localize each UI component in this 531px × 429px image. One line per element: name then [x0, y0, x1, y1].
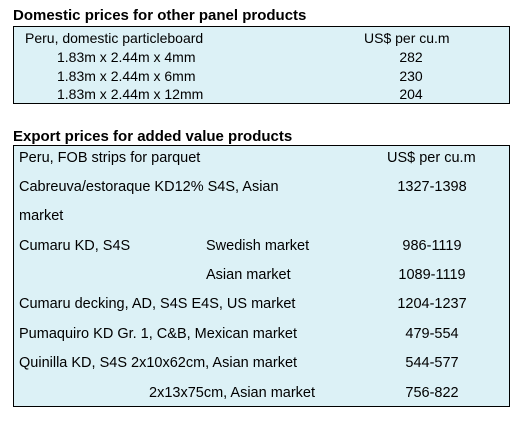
domestic-row-price: 230 [399, 68, 423, 84]
domestic-heading: Domestic prices for other panel products [13, 7, 307, 24]
export-row-market: 2x13x75cm, Asian market [149, 385, 316, 401]
domestic-row-product: 1.83m x 2.44m x 12mm [57, 86, 204, 102]
export-row-price: 1204-1237 [397, 296, 467, 312]
export-row-market: Swedish market [206, 238, 310, 254]
domestic-row-price: 282 [399, 49, 423, 65]
domestic-row-product: 1.83m x 2.44m x 4mm [57, 49, 196, 65]
export-price-table: Peru, FOB strips for parquet US$ per cu.… [13, 145, 510, 407]
domestic-header-product: Peru, domestic particleboard [25, 30, 204, 46]
export-row-product: Pumaquiro KD Gr. 1, C&B, Mexican market [19, 326, 298, 342]
export-heading: Export prices for added value products [13, 128, 293, 145]
export-row-price: 1327-1398 [397, 179, 467, 195]
domestic-price-table: Peru, domestic particleboard US$ per cu.… [13, 26, 510, 104]
domestic-row-price: 204 [399, 86, 423, 102]
export-header-unit: US$ per cu.m [387, 150, 476, 166]
export-row-price: 479-554 [405, 326, 459, 342]
export-row-price: 756-822 [405, 385, 459, 401]
export-row-product: market [19, 208, 64, 224]
export-row-price: 1089-1119 [398, 267, 466, 283]
export-header-product: Peru, FOB strips for parquet [19, 150, 201, 166]
domestic-row-product: 1.83m x 2.44m x 6mm [57, 68, 196, 84]
export-row-product: Cumaru KD, S4S [19, 238, 131, 254]
domestic-header-unit: US$ per cu.m [364, 30, 450, 46]
export-row-product: Cumaru decking, AD, S4S E4S, US market [19, 296, 296, 312]
export-row-product: Cabreuva/estoraque KD12% S4S, Asian [19, 179, 279, 195]
export-row-price: 544-577 [405, 355, 459, 371]
export-row-market: Asian market [206, 267, 291, 283]
export-row-product: Quinilla KD, S4S 2x10x62cm, Asian market [19, 355, 298, 371]
export-row-price: 986-1119 [402, 238, 462, 254]
